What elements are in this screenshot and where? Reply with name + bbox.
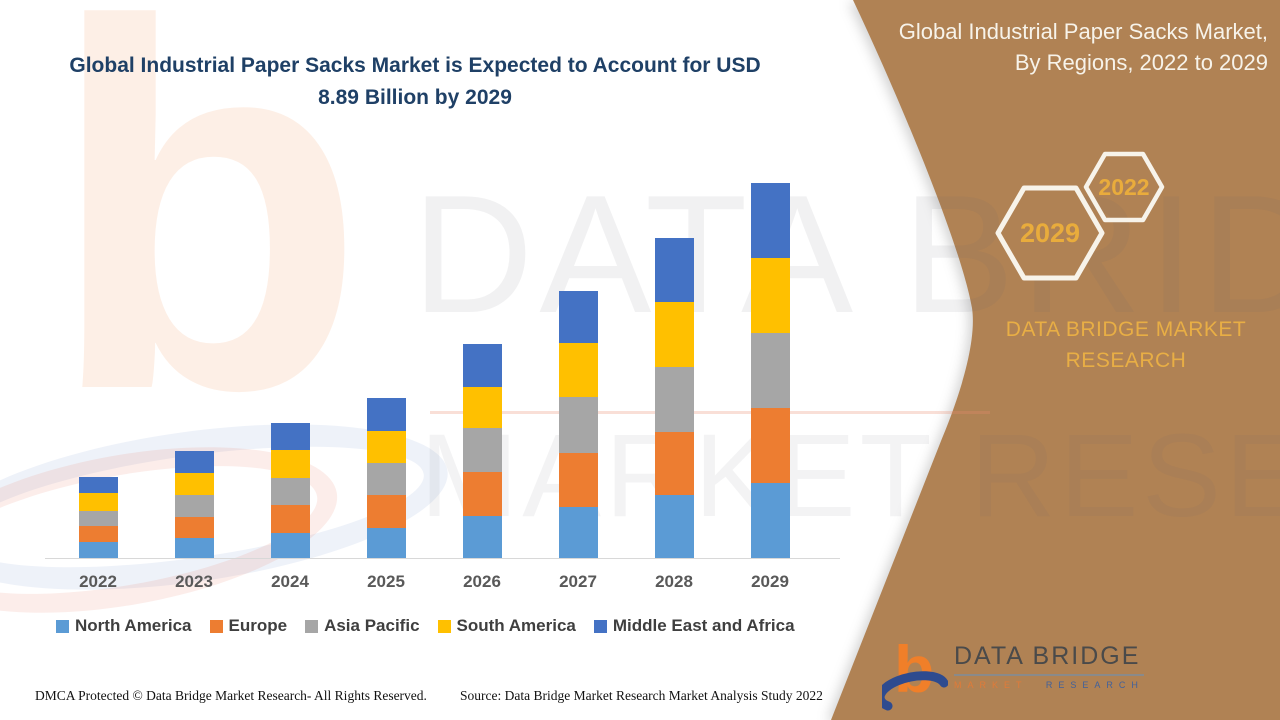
legend-label: Asia Pacific — [324, 616, 420, 635]
bar-segment-europe — [366, 495, 406, 528]
x-axis-label-2029: 2029 — [751, 572, 789, 591]
bar-segment-middle-east-and-africa — [78, 477, 118, 493]
legend-label: Middle East and Africa — [612, 616, 795, 635]
legend-item-south-america: South America — [437, 616, 576, 636]
chart-title: Global Industrial Paper Sacks Market is … — [69, 54, 761, 109]
svg-text:b: b — [894, 632, 934, 706]
bar-segment-north-america — [558, 507, 598, 559]
x-axis-label-2022: 2022 — [79, 572, 117, 591]
panel-heading: Global Industrial Paper Sacks Market, By… — [898, 19, 1268, 75]
x-axis-label-2027: 2027 — [559, 572, 597, 591]
legend-marker — [593, 619, 607, 633]
bar-segment-middle-east-and-africa — [750, 183, 790, 258]
bar-segment-asia-pacific — [366, 463, 406, 495]
bar-segment-asia-pacific — [750, 333, 790, 408]
bar-segment-middle-east-and-africa — [462, 344, 502, 387]
stacked-bar-2025 — [366, 398, 406, 559]
bar-segment-europe — [270, 505, 310, 533]
hexagon-badges: 2022 2029 — [995, 151, 1165, 281]
bar-segment-north-america — [750, 483, 790, 559]
bar-segment-europe — [750, 408, 790, 483]
hexagon-2022 — [1083, 151, 1165, 223]
bar-segment-asia-pacific — [462, 428, 502, 472]
x-axis-line — [45, 558, 840, 559]
bar-segment-south-america — [366, 431, 406, 463]
hexagon-2029 — [995, 185, 1105, 281]
panel-shape — [831, 0, 1280, 720]
bar-segment-south-america — [78, 493, 118, 511]
bar-segment-north-america — [270, 533, 310, 559]
legend-label: Europe — [228, 616, 288, 635]
stacked-bar-2029 — [750, 183, 790, 559]
plot-area — [78, 183, 790, 559]
bar-segment-middle-east-and-africa — [174, 451, 214, 473]
logo-tagline-research: RESEARCH — [1045, 680, 1144, 690]
legend-label: North America — [75, 616, 192, 635]
legend-label: South America — [456, 616, 576, 635]
x-axis-label-2026: 2026 — [463, 572, 501, 591]
bar-segment-asia-pacific — [174, 495, 214, 517]
bar-segment-asia-pacific — [558, 397, 598, 453]
legend-item-middle-east-and-africa: Middle East and Africa — [593, 616, 795, 636]
logo-tagline-market: MARKET — [954, 680, 1028, 690]
legend-item-north-america: North America — [56, 616, 192, 636]
bar-segment-north-america — [462, 516, 502, 559]
stacked-bar-2023 — [174, 451, 214, 559]
bar-segment-south-america — [174, 473, 214, 495]
bar-segment-north-america — [366, 528, 406, 559]
bar-segment-middle-east-and-africa — [558, 291, 598, 343]
bar-segment-north-america — [78, 542, 118, 559]
bar-segment-middle-east-and-africa — [270, 423, 310, 450]
bar-segment-north-america — [654, 495, 694, 559]
bar-segment-south-america — [654, 302, 694, 367]
x-axis-labels: 2022 2023 2024 2025 2026 2027 2028 2029 — [0, 572, 850, 598]
bar-segment-asia-pacific — [270, 478, 310, 505]
legend-marker — [56, 619, 69, 633]
bar-segment-europe — [174, 517, 214, 538]
stacked-bar-2027 — [558, 291, 598, 559]
stacked-bar-2028 — [654, 238, 694, 559]
stacked-bar-2022 — [78, 477, 118, 559]
footer-logo: b DATA BRIDGE MARKET RESEARCH — [882, 630, 1144, 718]
legend-item-europe: Europe — [209, 616, 288, 636]
stacked-bar-2024 — [270, 423, 310, 559]
bar-segment-south-america — [462, 387, 502, 428]
logo-tagline: MARKET RESEARCH — [954, 680, 1144, 690]
chart-legend: North America Europe Asia Pacific South Ame… — [56, 616, 795, 636]
stacked-bar-2026 — [462, 344, 502, 559]
logo-brand-text: DATA BRIDGE — [954, 642, 1144, 676]
x-axis-label-2024: 2024 — [271, 572, 309, 591]
bar-segment-asia-pacific — [654, 367, 694, 432]
legend-item-asia-pacific: Asia Pacific — [305, 616, 420, 636]
bar-segment-europe — [558, 453, 598, 507]
bar-segment-south-america — [750, 258, 790, 333]
bar-segment-europe — [462, 472, 502, 516]
x-axis-label-2025: 2025 — [367, 572, 405, 591]
bar-segment-europe — [78, 526, 118, 542]
bar-segment-europe — [654, 432, 694, 495]
bar-segment-south-america — [270, 450, 310, 478]
bar-segment-middle-east-and-africa — [366, 398, 406, 431]
legend-marker — [437, 619, 451, 633]
bar-segment-north-america — [174, 538, 214, 559]
x-axis-label-2023: 2023 — [175, 572, 213, 591]
brand-text: DATA BRIDGE MARKET RESEARCH — [1005, 318, 1247, 372]
hexagon-2022-label: 2022 — [1098, 174, 1149, 200]
data-bridge-logo-icon: b — [882, 632, 948, 711]
x-axis-label-2028: 2028 — [655, 572, 693, 591]
bar-segment-south-america — [558, 343, 598, 397]
dmca-notice: DMCA Protected © Data Bridge Market Rese… — [35, 688, 427, 703]
hexagon-2029-label: 2029 — [1020, 218, 1080, 248]
source-note: Source: Data Bridge Market Research Mark… — [460, 688, 823, 703]
bar-segment-middle-east-and-africa — [654, 238, 694, 302]
legend-marker — [305, 619, 319, 633]
logo-swoosh — [882, 671, 948, 711]
logo-wordmark: DATA BRIDGE MARKET RESEARCH — [954, 642, 1144, 690]
bar-segment-asia-pacific — [78, 511, 118, 526]
legend-marker — [209, 619, 223, 633]
